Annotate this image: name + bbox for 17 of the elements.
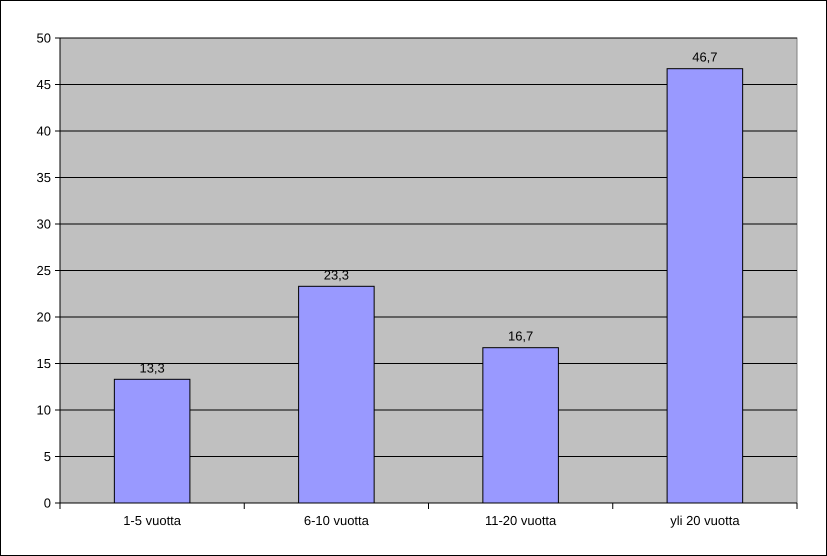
y-tick-label: 5 [44,449,51,464]
y-tick-label: 20 [36,310,51,325]
data-label: 46,7 [692,50,718,65]
x-tick-label: 11-20 vuotta [484,513,558,528]
x-tick-label: 1-5 vuotta [123,513,182,528]
x-tick-label: yli 20 vuotta [670,513,740,528]
y-tick-label: 45 [36,77,51,92]
y-tick-label: 25 [36,263,51,278]
data-label: 16,7 [508,328,534,344]
y-tick-label: 10 [36,402,51,418]
x-tick-label: 6-10 vuotta [304,513,370,528]
y-tick-label: 0 [44,496,51,511]
y-tick-label: 30 [36,216,51,232]
y-tick-label: 40 [36,124,51,139]
y-tick-label: 15 [36,356,51,372]
y-tick-label: 50 [36,30,51,46]
y-tick-label: 35 [36,170,51,186]
